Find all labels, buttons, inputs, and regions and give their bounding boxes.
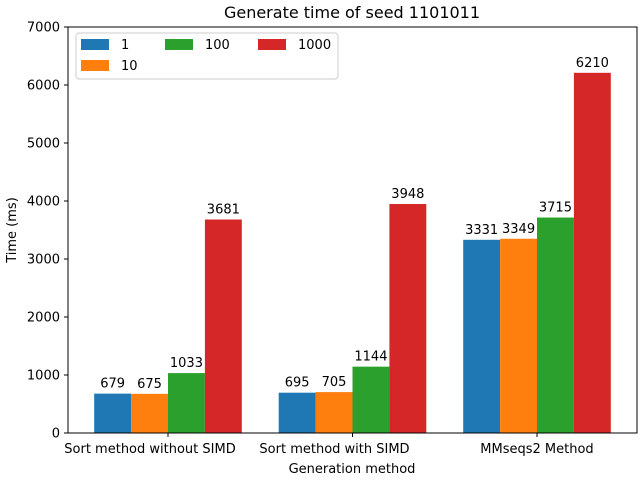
chart-title: Generate time of seed 1101011 bbox=[224, 3, 480, 22]
y-tick-label: 7000 bbox=[27, 21, 60, 36]
bar-2-series-10 bbox=[315, 392, 353, 433]
data-label: 3681 bbox=[207, 203, 240, 218]
bar-1-series-100 bbox=[168, 373, 205, 433]
data-label: 3331 bbox=[465, 223, 498, 238]
bar-3-series-100 bbox=[537, 217, 574, 433]
bar-2-series-100 bbox=[352, 366, 390, 433]
bar-3-series-1000 bbox=[573, 72, 611, 433]
legend-label-1: 1 bbox=[121, 38, 129, 53]
y-tick-label: 1000 bbox=[27, 369, 60, 384]
bar-1-series-1000 bbox=[204, 219, 242, 433]
data-label: 705 bbox=[322, 375, 347, 390]
legend-swatch-10 bbox=[81, 60, 109, 71]
y-tick-label: 2000 bbox=[27, 311, 60, 326]
y-tick-label: 0 bbox=[52, 427, 60, 442]
x-axis-title: Generation method bbox=[289, 462, 416, 477]
data-label: 3948 bbox=[391, 187, 424, 202]
x-tick-label: Sort method without SIMD bbox=[64, 442, 235, 457]
x-tick-label: Sort method with SIMD bbox=[259, 442, 409, 457]
legend-swatch-1 bbox=[81, 39, 109, 50]
legend-label-1000: 1000 bbox=[298, 38, 331, 53]
y-axis-title: Time (ms) bbox=[5, 197, 20, 264]
y-tick-label: 5000 bbox=[27, 137, 60, 152]
data-label: 675 bbox=[137, 377, 162, 392]
bar-2-series-1 bbox=[278, 392, 316, 433]
data-label: 679 bbox=[100, 377, 125, 392]
bar-3-series-10 bbox=[500, 238, 537, 433]
data-label: 3715 bbox=[539, 201, 572, 216]
data-label: 1033 bbox=[170, 356, 203, 371]
y-tick-label: 6000 bbox=[27, 79, 60, 94]
y-tick-label: 4000 bbox=[27, 195, 60, 210]
y-tick-label: 3000 bbox=[27, 253, 60, 268]
x-tick-label: MMseqs2 Method bbox=[480, 442, 593, 457]
bar-1-series-10 bbox=[131, 393, 168, 433]
data-label: 695 bbox=[285, 376, 310, 391]
data-label: 3349 bbox=[502, 222, 535, 237]
bar-2-series-1000 bbox=[389, 204, 427, 433]
data-label: 1144 bbox=[354, 350, 387, 365]
legend-label-10: 10 bbox=[121, 59, 138, 74]
legend-swatch-100 bbox=[165, 39, 193, 50]
bar-1-series-1 bbox=[94, 393, 132, 433]
legend-swatch-1000 bbox=[258, 39, 286, 50]
legend: 1 10 100 1000 bbox=[75, 32, 339, 80]
plot-area: 679 695 3331 675 705 3349 1033 1144 3715 3681 3948… bbox=[27, 21, 638, 457]
bar-3-series-1 bbox=[463, 239, 501, 433]
legend-label-100: 100 bbox=[205, 38, 230, 53]
data-label: 6210 bbox=[576, 56, 609, 71]
